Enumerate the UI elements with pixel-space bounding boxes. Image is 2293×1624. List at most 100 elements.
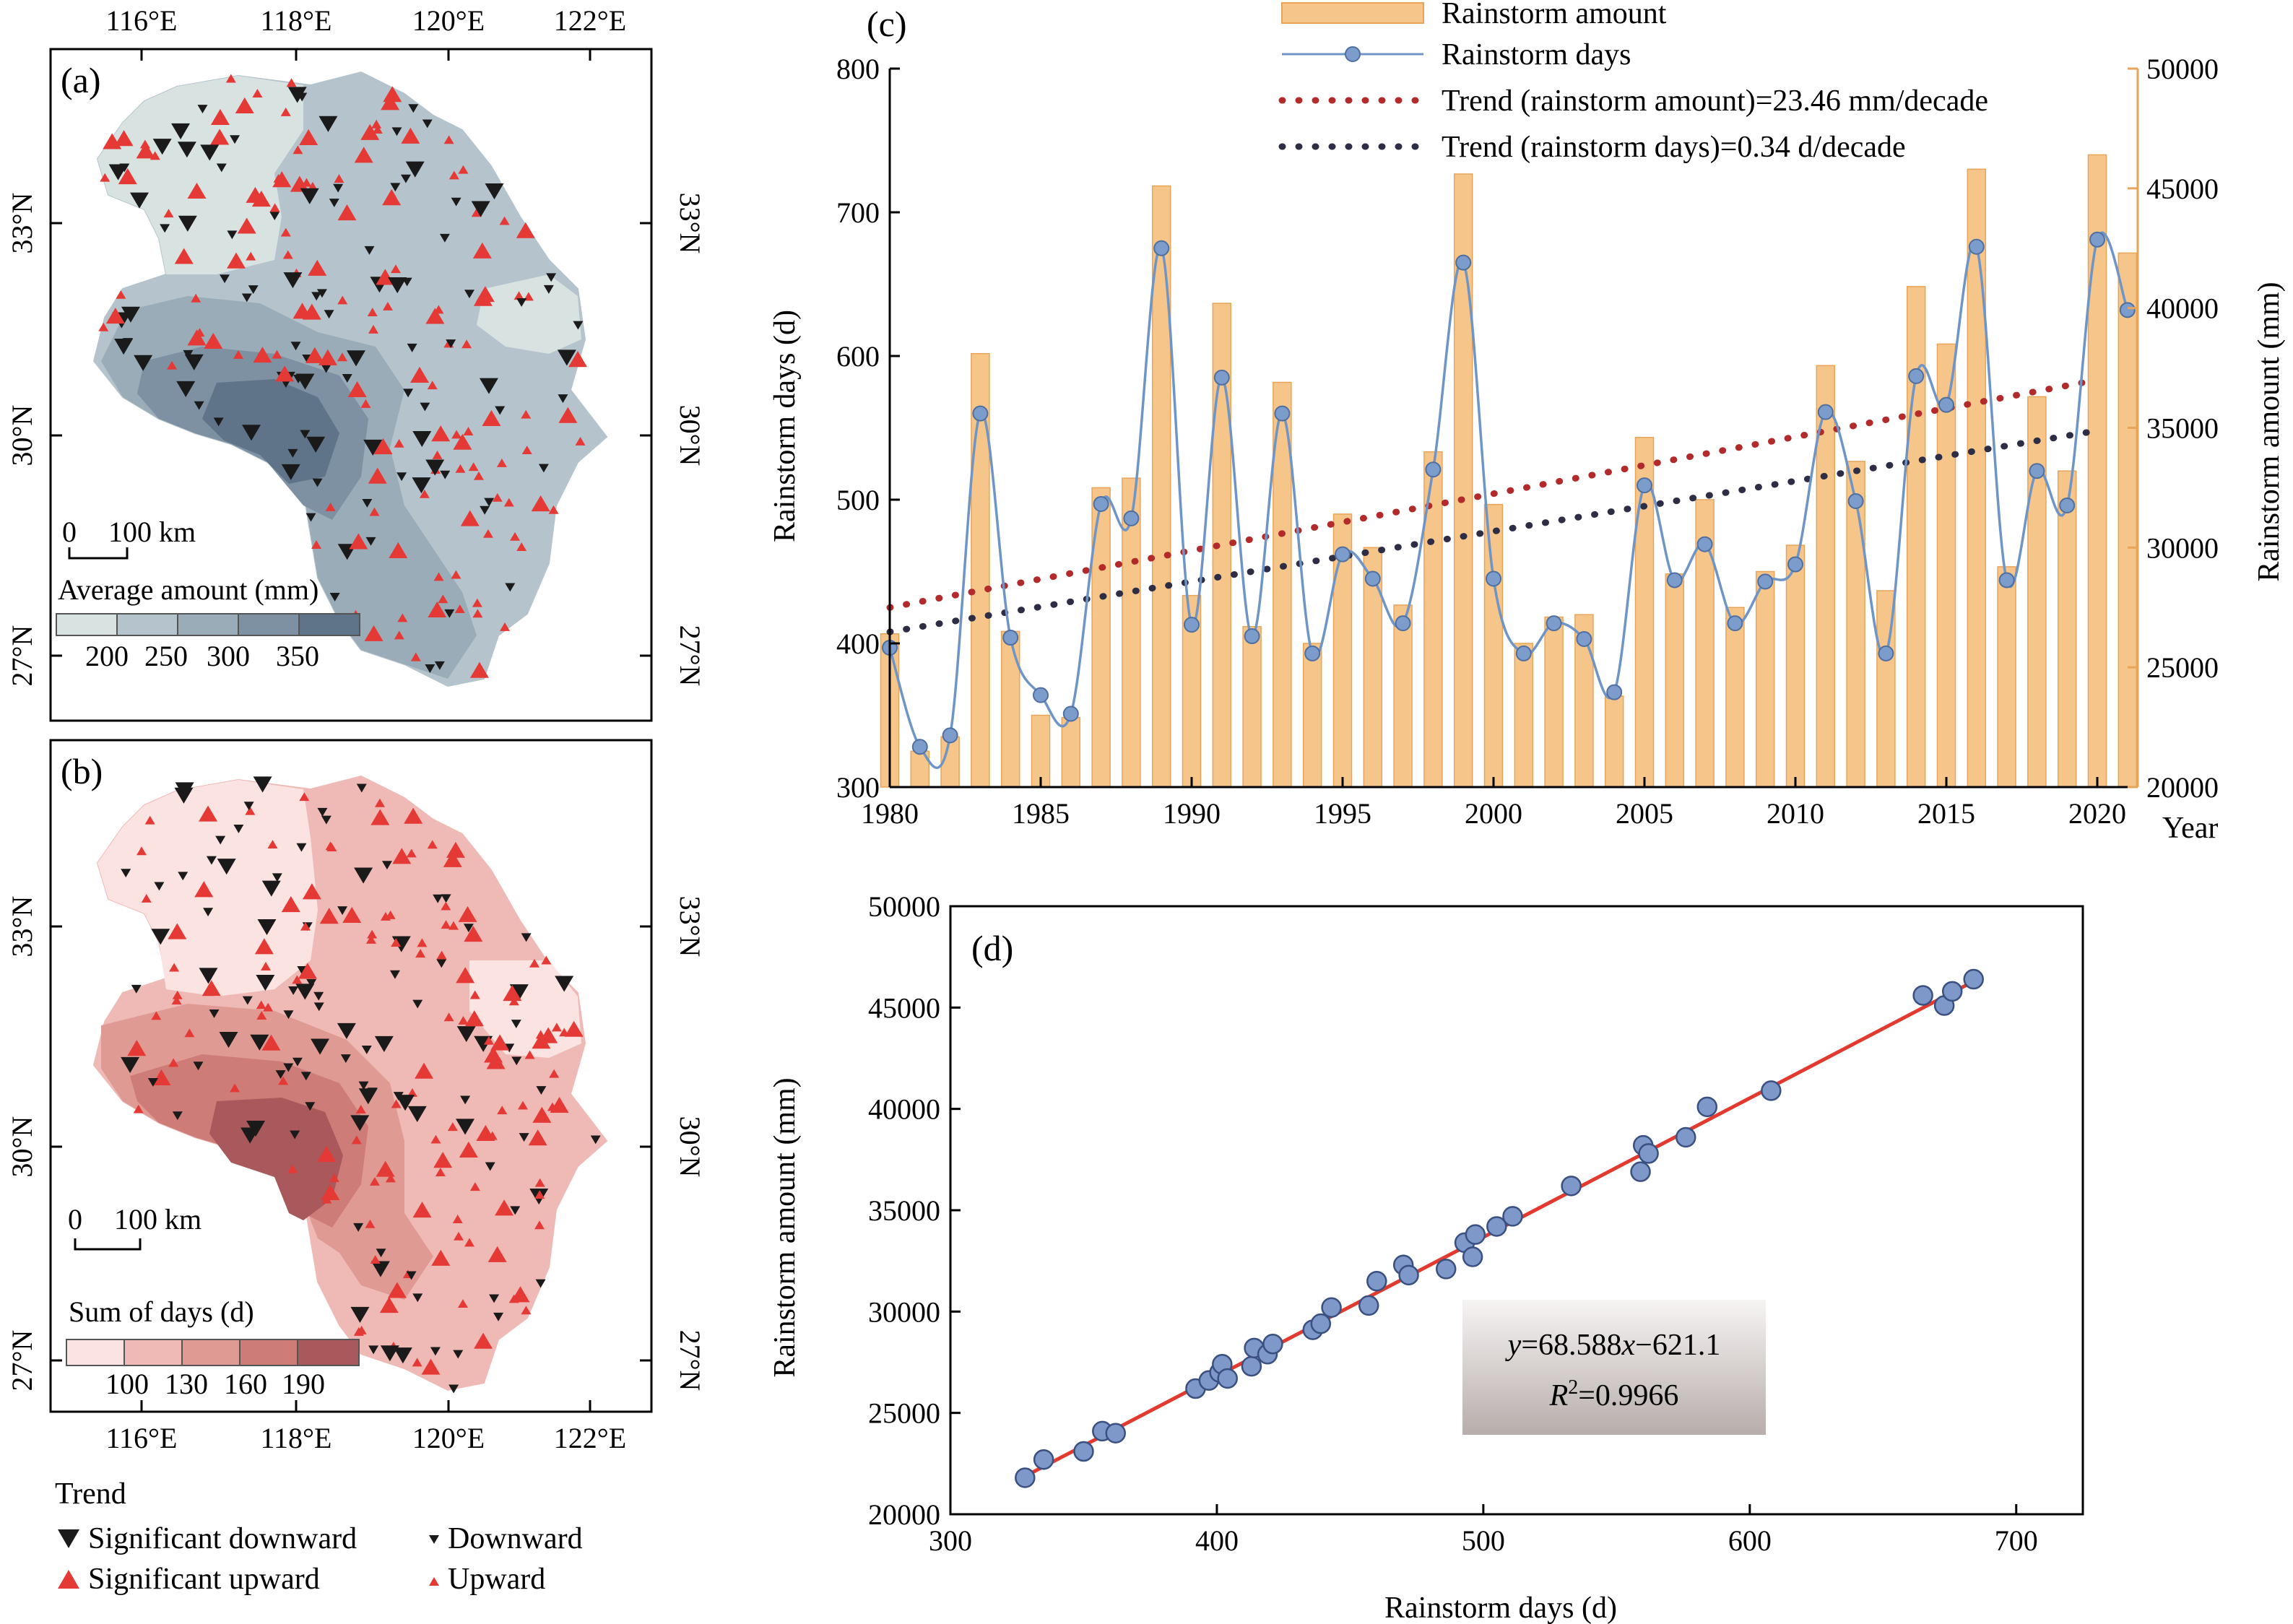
map-b-colour-legend: Sum of days (d) 100 130 160 190	[66, 1295, 360, 1400]
scatter-point	[1638, 1143, 1659, 1164]
chart-c-right-tick-label: 35000	[2146, 412, 2219, 445]
downward-station-marker	[283, 1063, 294, 1072]
downward-station-marker	[296, 843, 307, 852]
downward-station-marker	[233, 824, 244, 833]
upward-station-marker	[382, 189, 402, 206]
scatter-point	[1696, 1096, 1718, 1118]
point-rainstorm-days	[2089, 231, 2105, 248]
upward-station-marker	[100, 173, 110, 182]
upward-station-marker	[472, 598, 482, 607]
chart-d-y-tick-label: 30000	[868, 1295, 940, 1328]
upward-station-marker	[311, 540, 322, 549]
chart-c-legend-item: Rainstorm amount	[1442, 0, 1667, 30]
upward-station-marker	[454, 604, 465, 613]
downward-station-marker	[464, 290, 474, 299]
downward-station-marker	[546, 273, 557, 282]
upward-station-marker	[337, 204, 357, 221]
downward-station-marker	[219, 1031, 238, 1048]
bar-rainstorm-amount	[1997, 566, 2016, 788]
point-rainstorm-days	[1757, 573, 1774, 590]
scatter-point	[1358, 1295, 1379, 1316]
upward-station-marker	[417, 938, 428, 947]
chart-c-legend-item: Trend (rainstorm amount)=23.46 mm/decade	[1442, 84, 1988, 118]
upward-station-marker	[127, 1040, 147, 1056]
upward-station-marker	[299, 129, 318, 145]
upward-station-marker	[305, 347, 324, 363]
chart-c-legend-item: Rainstorm days	[1442, 38, 1631, 71]
downward-station-marker	[242, 425, 261, 441]
upward-station-marker	[360, 123, 380, 140]
downward-station-marker	[362, 498, 373, 508]
chart-c-trend-lines	[886, 376, 2101, 635]
upward-station-marker	[105, 308, 125, 324]
chart-d-y-tick-label: 20000	[868, 1498, 940, 1531]
downward-station-marker	[573, 321, 584, 330]
map-b-label: (b)	[61, 751, 103, 791]
upward-station-marker	[292, 975, 303, 984]
bar-rainstorm-amount	[1936, 343, 1956, 788]
upward-station-marker	[191, 293, 201, 303]
point-rainstorm-days	[1033, 687, 1049, 703]
chart-c-ylabel-right: Rainstorm amount (mm)	[2253, 282, 2286, 581]
map-b-lat-tick: 30°N	[674, 1116, 706, 1178]
point-rainstorm-days	[1938, 396, 1954, 413]
downward-station-marker	[206, 856, 217, 865]
bar-rainstorm-amount	[1483, 503, 1504, 788]
downward-station-marker	[312, 478, 323, 487]
upward-station-marker	[510, 531, 521, 541]
upward-station-marker	[225, 74, 236, 83]
bar-rainstorm-amount	[1755, 570, 1775, 788]
upward-station-marker	[292, 145, 303, 155]
point-rainstorm-days	[1486, 570, 1501, 587]
map-b-lat-tick: 27°N	[6, 1330, 38, 1391]
downward-station-marker	[519, 1133, 529, 1142]
scatter-point	[1561, 1176, 1582, 1197]
downward-station-marker	[151, 929, 170, 945]
downward-station-marker	[121, 1056, 140, 1073]
downward-station-marker	[324, 310, 334, 319]
upward-station-marker	[373, 438, 393, 455]
downward-station-marker	[361, 1045, 372, 1054]
upward-station-marker	[390, 264, 401, 274]
upward-station-marker	[406, 848, 417, 858]
upward-station-marker	[383, 86, 402, 103]
upward-station-marker	[503, 498, 514, 507]
upward-station-marker	[334, 174, 344, 183]
chart-c-x-tick-label: 1980	[861, 797, 919, 830]
scatter-point	[1015, 1467, 1036, 1488]
upward-station-marker	[168, 1058, 179, 1067]
point-rainstorm-days	[1093, 495, 1109, 512]
scatter-point	[1963, 968, 1984, 990]
map-b-scalebar-distance: 100 km	[114, 1203, 201, 1236]
point-rainstorm-days	[1968, 238, 1985, 255]
upward-station-marker	[564, 1020, 584, 1037]
bar-rainstorm-amount	[2027, 396, 2047, 788]
downward-station-marker	[448, 1384, 459, 1394]
upward-station-marker	[532, 1106, 552, 1123]
upward-station-marker	[141, 894, 152, 903]
upward-station-marker	[448, 921, 459, 930]
chart-d-axes: 300 400 500 600 700 20000 25000 30000 35000 40000…	[868, 890, 2084, 1557]
upward-station-marker	[370, 1255, 381, 1264]
upward-station-marker	[415, 1062, 434, 1079]
equation-var: x	[1621, 1329, 1636, 1362]
downward-station-marker	[433, 894, 443, 903]
bar-rainstorm-amount	[1665, 573, 1685, 788]
downward-station-marker	[256, 974, 275, 991]
chart-c-left-tick-label: 300	[836, 771, 880, 804]
upward-station-marker	[376, 1160, 395, 1177]
upward-station-marker	[419, 489, 430, 498]
upward-station-marker	[369, 507, 380, 516]
chart-d-y-tick-label: 35000	[868, 1194, 940, 1227]
significant-downward-icon	[58, 1529, 79, 1548]
upward-station-marker	[492, 492, 503, 502]
point-rainstorm-days	[1637, 477, 1652, 494]
chart-c-ylabel-left: Rainstorm days (d)	[768, 310, 802, 542]
upward-station-marker	[404, 807, 423, 824]
upward-station-marker	[98, 322, 109, 331]
upward-station-marker	[227, 252, 246, 269]
upward-station-marker	[459, 1141, 478, 1158]
point-rainstorm-days	[1123, 510, 1140, 526]
upward-station-marker	[559, 1028, 570, 1037]
downward-station-marker	[287, 87, 307, 103]
